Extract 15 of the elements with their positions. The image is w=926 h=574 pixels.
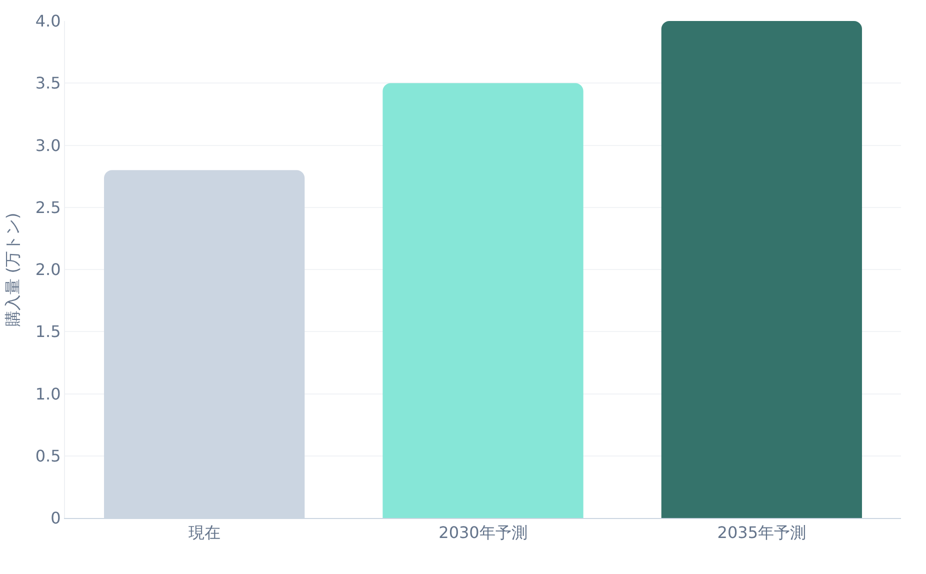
y-tick-label: 4.0 bbox=[35, 12, 61, 31]
y-tick-label: 3.0 bbox=[35, 136, 61, 155]
y-tick-label: 3.5 bbox=[35, 74, 61, 93]
y-tick-label: 1.5 bbox=[35, 322, 61, 342]
x-tick-label: 現在 bbox=[188, 523, 220, 542]
y-tick-label: 2.5 bbox=[35, 198, 61, 217]
bar bbox=[382, 83, 584, 518]
bar bbox=[661, 21, 862, 518]
y-tick-label: 0 bbox=[50, 508, 61, 528]
y-axis-title: 購入量 (万トン) bbox=[3, 212, 22, 326]
y-tick-label: 0.5 bbox=[35, 446, 61, 466]
y-tick-label: 1.0 bbox=[35, 384, 61, 404]
y-tick-label: 2.0 bbox=[35, 260, 61, 280]
x-tick-label: 2035年予測 bbox=[717, 523, 806, 542]
x-tick-label: 2030年予測 bbox=[438, 523, 528, 542]
